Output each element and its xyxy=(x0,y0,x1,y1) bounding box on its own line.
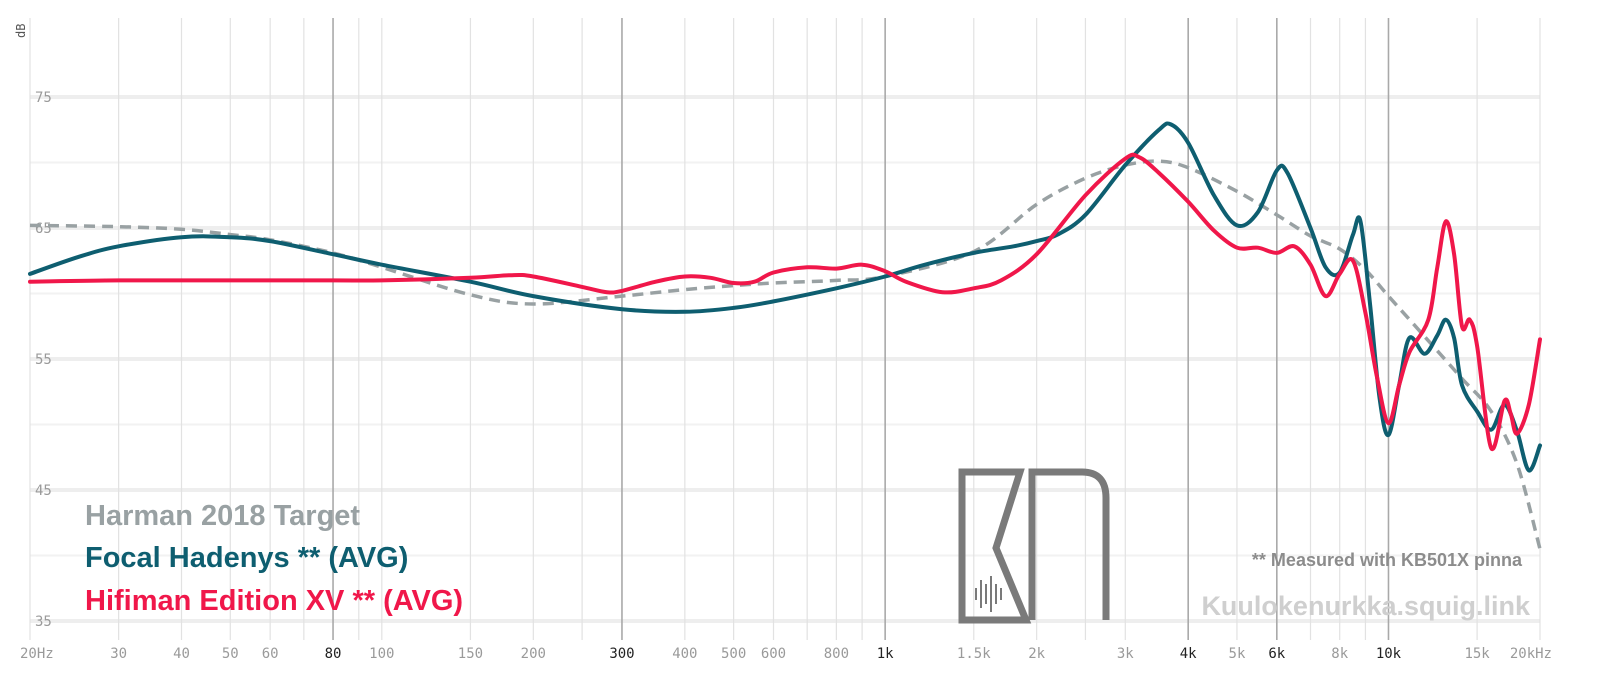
legend-entry-harman-target: Harman 2018 Target xyxy=(85,500,360,532)
x-tick-label: 4k xyxy=(1180,646,1197,662)
x-tick-label: 8k xyxy=(1331,646,1348,662)
y-tick-label: 65 xyxy=(35,221,52,237)
x-tick-label: 80 xyxy=(325,646,342,662)
site-watermark: Kuulokenurkka.squig.link xyxy=(1201,591,1531,621)
x-tick-label: 600 xyxy=(761,646,786,662)
x-tick-label: 60 xyxy=(262,646,279,662)
x-tick-labels: 20Hz 30 40 50 60 80 100 150 200 300 400 500 600 800 1k… xyxy=(20,646,1552,662)
x-tick-label: 1k xyxy=(877,646,894,662)
grid-layer xyxy=(29,18,1541,640)
x-tick-label: 30 xyxy=(110,646,127,662)
legend: Harman 2018 Target Focal Hadenys ** (AVG… xyxy=(85,500,463,617)
y-axis-label: dB xyxy=(14,24,28,38)
x-tick-label: 150 xyxy=(458,646,483,662)
kn-logo xyxy=(958,468,1110,624)
x-tick-label: 300 xyxy=(609,646,634,662)
measurement-note: ** Measured with KB501X pinna xyxy=(1252,550,1523,570)
x-tick-label: 200 xyxy=(521,646,546,662)
series-focal-hadenys xyxy=(28,121,1542,473)
x-tick-label: 500 xyxy=(721,646,746,662)
x-tick-label: 1.5k xyxy=(957,646,991,662)
x-tick-label: 3k xyxy=(1117,646,1134,662)
series-layer xyxy=(28,121,1542,550)
x-tick-label: 2k xyxy=(1028,646,1045,662)
legend-entry-hifiman-edition-xv: Hifiman Edition XV ** (AVG) xyxy=(85,585,463,617)
x-tick-label: 50 xyxy=(222,646,239,662)
x-tick-label: 400 xyxy=(672,646,697,662)
x-tick-label: 6k xyxy=(1268,646,1285,662)
x-tick-label: 20Hz xyxy=(20,646,54,662)
x-tick-label: 15k xyxy=(1464,646,1490,662)
x-tick-label: 20kHz xyxy=(1510,646,1552,662)
legend-entry-focal-hadenys: Focal Hadenys ** (AVG) xyxy=(85,542,408,574)
x-tick-label: 100 xyxy=(369,646,394,662)
y-tick-labels: 35 45 55 65 75 xyxy=(35,90,52,630)
x-tick-label: 10k xyxy=(1376,646,1402,662)
y-tick-label: 35 xyxy=(35,614,52,630)
y-tick-label: 75 xyxy=(35,90,52,106)
series-hifiman-edition-xv xyxy=(28,152,1542,452)
x-tick-label: 40 xyxy=(173,646,190,662)
x-tick-label: 5k xyxy=(1229,646,1246,662)
y-tick-label: 55 xyxy=(35,352,52,368)
x-tick-label: 800 xyxy=(824,646,849,662)
y-tick-label: 45 xyxy=(35,483,52,499)
